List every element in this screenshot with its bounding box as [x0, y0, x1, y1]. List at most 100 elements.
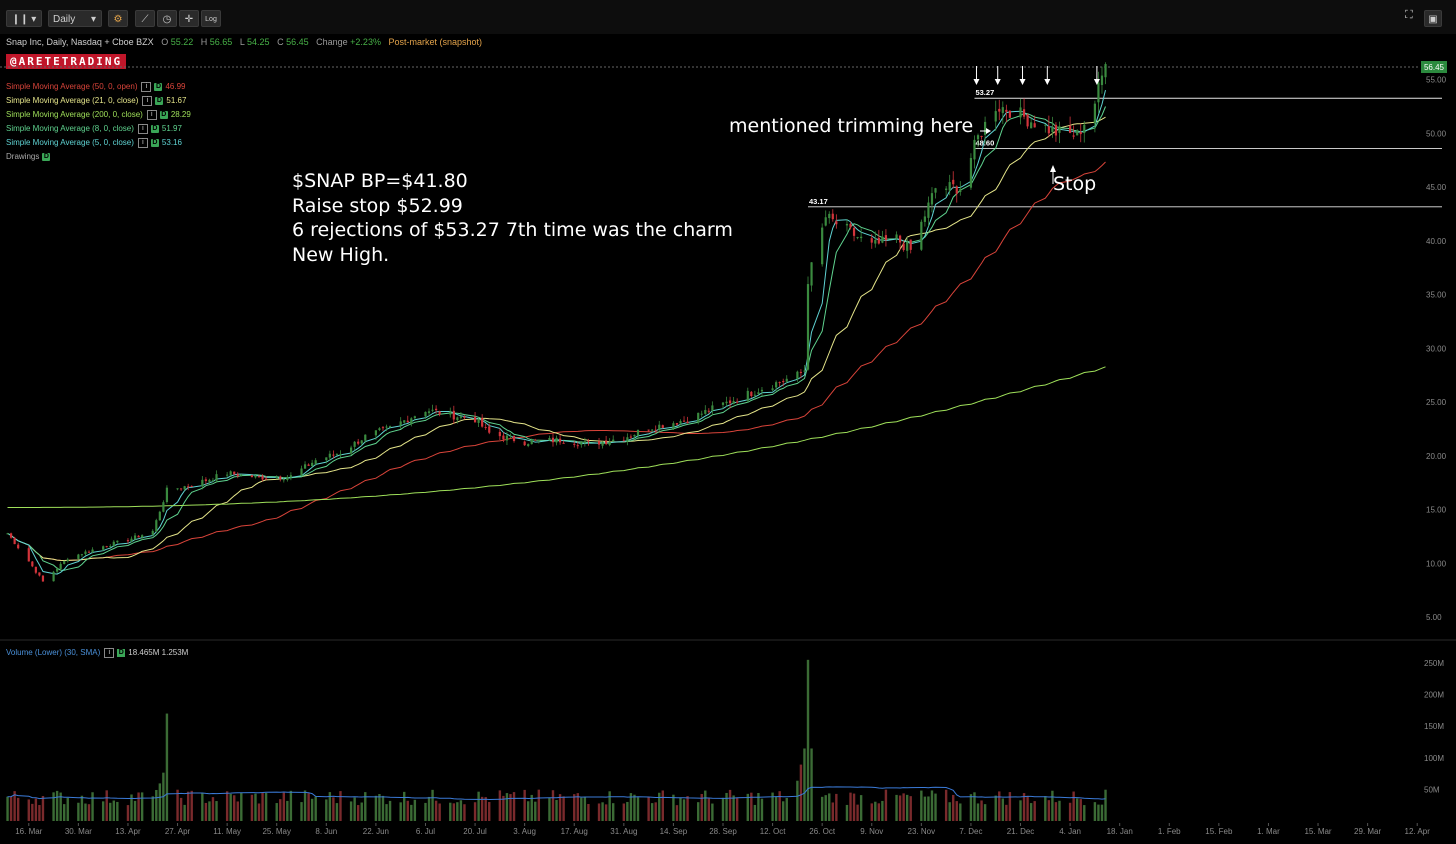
- candle-body: [1030, 122, 1033, 129]
- candle-body: [898, 235, 902, 243]
- volume-bar: [151, 796, 154, 821]
- data-icon[interactable]: D: [117, 649, 126, 657]
- candle-body: [399, 421, 402, 426]
- data-icon[interactable]: D: [42, 152, 51, 161]
- volume-bar: [335, 803, 339, 821]
- volume-bar: [757, 792, 760, 821]
- chart-type-button[interactable]: ❙❙ ▾: [6, 10, 42, 27]
- volume-bar: [771, 792, 774, 821]
- candle-body: [845, 223, 849, 226]
- candle-body: [456, 417, 459, 421]
- info-icon[interactable]: i: [146, 110, 157, 120]
- interval-select[interactable]: Daily ▾: [48, 10, 102, 27]
- volume-bar: [782, 801, 785, 821]
- volume-bar: [548, 797, 551, 821]
- volume-bar: [704, 790, 707, 821]
- brand-badge: @ARETETRADING: [6, 54, 127, 69]
- volume-bar: [208, 801, 211, 821]
- log-scale-button[interactable]: Log: [201, 10, 221, 27]
- candle-body: [250, 475, 254, 478]
- candle-body: [884, 235, 888, 241]
- candle-body: [279, 476, 282, 480]
- info-icon[interactable]: i: [141, 82, 152, 92]
- candle-body: [431, 409, 434, 411]
- volume-bar: [399, 802, 402, 821]
- candle-body: [976, 135, 980, 140]
- candle-body: [211, 480, 215, 482]
- candle-body: [672, 423, 675, 429]
- candle-body: [254, 475, 257, 478]
- candle-body: [945, 188, 948, 190]
- candle-body: [700, 413, 703, 415]
- trade-note: $SNAP BP=$41.80 Raise stop $52.99 6 reje…: [292, 169, 733, 267]
- volume-bar: [796, 780, 799, 821]
- data-icon[interactable]: D: [150, 139, 159, 147]
- compare-button[interactable]: ✛: [179, 10, 199, 27]
- indicator-sma5[interactable]: Simple Moving Average (5, 0, close) i D 53.…: [6, 138, 182, 148]
- candle-body: [6, 533, 9, 535]
- candle-body: [374, 430, 377, 436]
- candle-body: [983, 121, 987, 135]
- candle-body: [233, 471, 236, 475]
- candle-body: [736, 401, 739, 403]
- price-tick-label: 55.00: [1426, 76, 1447, 85]
- volume-bar: [1033, 801, 1036, 821]
- volume-bar: [856, 804, 859, 821]
- settings-button[interactable]: ⚙: [108, 10, 128, 27]
- volume-bar: [980, 800, 983, 821]
- volume-tick-label: 100M: [1424, 754, 1444, 763]
- candle-body: [388, 426, 392, 428]
- drawings-row[interactable]: Drawings D: [6, 152, 51, 161]
- candle-body: [187, 486, 190, 488]
- info-icon[interactable]: i: [137, 138, 148, 148]
- candle-body: [725, 401, 728, 404]
- volume-bar: [672, 794, 675, 821]
- x-tick-label: 12. Apr: [1405, 827, 1431, 836]
- volume-bar: [233, 795, 236, 821]
- data-icon[interactable]: D: [159, 111, 168, 119]
- candle-body: [1104, 64, 1107, 78]
- data-icon[interactable]: D: [154, 83, 163, 91]
- volume-bar: [1083, 805, 1086, 821]
- data-icon[interactable]: D: [150, 125, 159, 133]
- volume-bar: [27, 799, 30, 821]
- indicator-sma21[interactable]: Simple Moving Average (21, 0, close) i D 51…: [6, 96, 187, 106]
- candle-body: [481, 417, 484, 427]
- candle-body: [229, 471, 232, 476]
- candle-body: [381, 427, 385, 429]
- candle-body: [558, 438, 562, 443]
- stop-arrowhead: [1050, 165, 1056, 172]
- data-icon[interactable]: D: [155, 97, 164, 105]
- fullscreen-icon[interactable]: ⛶: [1405, 9, 1413, 21]
- drawing-tool-button[interactable]: ⟋: [135, 10, 155, 27]
- volume-sma-line: [7, 786, 1106, 801]
- volume-bar: [661, 790, 664, 821]
- volume-bar: [580, 797, 583, 821]
- candle-body: [654, 429, 657, 431]
- volume-tick-label: 250M: [1424, 659, 1444, 668]
- indicator-sma200[interactable]: Simple Moving Average (200, 0, close) i D 2…: [6, 110, 191, 120]
- info-icon[interactable]: i: [104, 648, 115, 658]
- volume-legend[interactable]: Volume (Lower) (30, SMA) i D 18.465M 1.253M: [6, 648, 189, 658]
- note-line: Raise stop $52.99: [292, 194, 463, 217]
- volume-bar: [679, 797, 682, 821]
- time-button[interactable]: ◷: [157, 10, 177, 27]
- volume-bar: [534, 801, 537, 821]
- volume-bar: [307, 793, 310, 821]
- info-icon[interactable]: i: [142, 96, 153, 106]
- candle-body: [84, 551, 87, 555]
- volume-bar: [140, 792, 144, 821]
- price-tick-label: 15.00: [1426, 506, 1447, 515]
- volume-bar: [332, 797, 335, 821]
- volume-bar: [300, 802, 303, 821]
- info-icon[interactable]: i: [137, 124, 148, 134]
- candle-body: [452, 410, 455, 420]
- indicator-sma50[interactable]: Simple Moving Average (50, 0, open) i D 46.…: [6, 82, 186, 92]
- camera-button[interactable]: ▣: [1424, 10, 1442, 27]
- indicator-sma8[interactable]: Simple Moving Average (8, 0, close) i D 51.…: [6, 124, 182, 134]
- volume-bar: [994, 795, 997, 821]
- candle-body: [201, 479, 204, 487]
- candle-body: [116, 540, 119, 543]
- candle-body: [661, 425, 664, 428]
